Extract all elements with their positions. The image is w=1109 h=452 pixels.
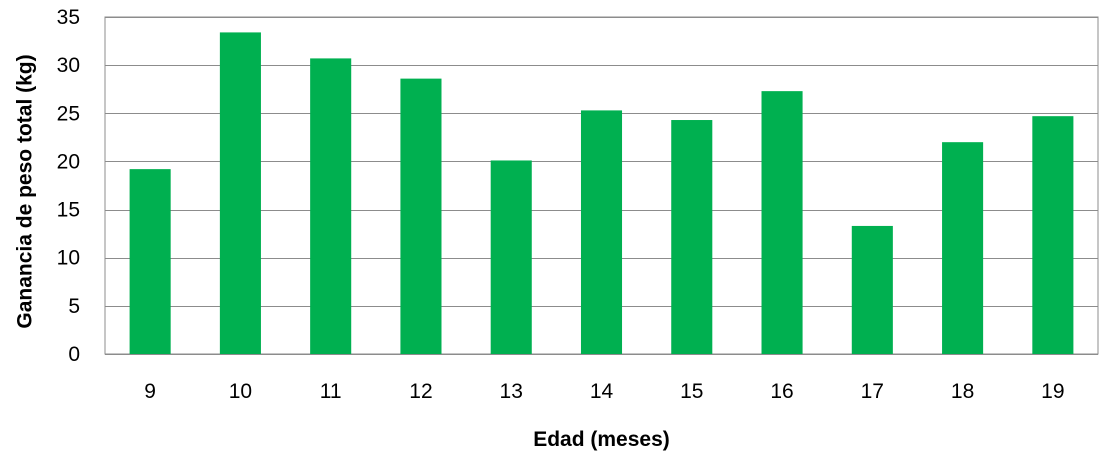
x-tick-label: 18 bbox=[951, 380, 974, 403]
bar-10 bbox=[219, 32, 261, 355]
x-tick-label: 12 bbox=[409, 380, 432, 403]
bar-18 bbox=[942, 142, 984, 354]
bar-11 bbox=[310, 58, 352, 354]
y-tick-label: 25 bbox=[57, 102, 80, 125]
y-tick-label: 0 bbox=[68, 343, 80, 366]
y-tick-label: 5 bbox=[68, 295, 80, 318]
bar-9 bbox=[129, 169, 171, 354]
bar-13 bbox=[490, 160, 532, 354]
x-tick-labels: 9 10 11 12 13 14 15 16 17 18 19 bbox=[144, 380, 1064, 403]
x-tick-label: 19 bbox=[1041, 380, 1064, 403]
x-tick-label: 9 bbox=[144, 380, 156, 403]
x-tick-label: 13 bbox=[500, 380, 523, 403]
x-tick-label: 10 bbox=[229, 380, 252, 403]
bar-16 bbox=[761, 91, 803, 354]
bar-19 bbox=[1032, 116, 1074, 354]
y-tick-label: 20 bbox=[57, 150, 80, 173]
y-tick-label: 30 bbox=[57, 54, 80, 77]
bar-14 bbox=[580, 110, 623, 354]
bar-15 bbox=[671, 120, 713, 354]
y-axis-title: Ganancia de peso total (kg) bbox=[14, 54, 37, 328]
y-tick-label: 15 bbox=[57, 199, 80, 222]
bars bbox=[129, 32, 1074, 355]
x-tick-label: 14 bbox=[590, 380, 614, 403]
y-tick-label: 35 bbox=[57, 6, 80, 29]
x-tick-label: 11 bbox=[320, 380, 342, 403]
x-axis-title: Edad (meses) bbox=[533, 428, 670, 451]
x-tick-label: 15 bbox=[680, 380, 703, 403]
bar-12 bbox=[400, 78, 442, 354]
y-tick-labels: 0 5 10 15 20 25 30 35 bbox=[57, 6, 80, 366]
x-tick-label: 17 bbox=[861, 380, 884, 403]
x-tick-label: 16 bbox=[770, 380, 793, 403]
bar-17 bbox=[851, 225, 893, 354]
y-tick-label: 10 bbox=[57, 247, 80, 270]
